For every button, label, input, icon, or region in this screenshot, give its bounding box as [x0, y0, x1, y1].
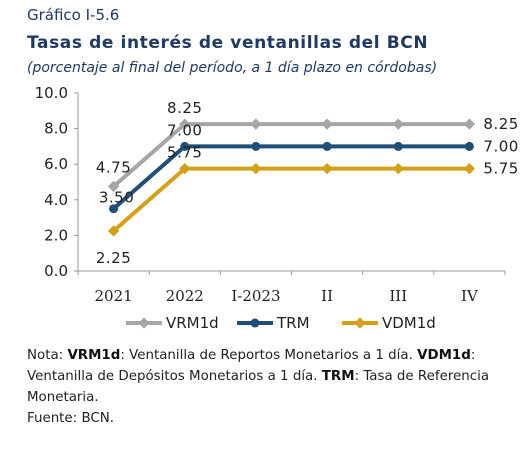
y-tick-label: 6.0 — [44, 155, 68, 173]
legend-marker — [250, 318, 260, 328]
data-point — [321, 118, 333, 130]
data-point — [393, 141, 403, 151]
y-tick-label: 8.0 — [44, 120, 68, 138]
y-tick-label: 10.0 — [35, 84, 68, 102]
data-point — [250, 118, 262, 130]
note-trm-abbr: TRM — [321, 369, 355, 384]
chart-number: Gráfico I-5.6 — [27, 6, 120, 24]
legend-label: TRM — [276, 314, 310, 332]
legend-label: VRM1d — [166, 314, 219, 332]
note-vdm-text: : Ventanilla de Depósitos Monetarios a 1… — [27, 348, 476, 384]
data-point — [392, 162, 404, 175]
x-tick-label: 2021 — [94, 287, 132, 305]
data-point — [463, 118, 476, 130]
data-label: 8.25 — [167, 99, 202, 117]
data-point — [322, 141, 332, 151]
data-point — [109, 204, 119, 214]
note-trm-text: : Tasa de Referencia Monetaria. — [27, 369, 490, 405]
legend-marker — [354, 317, 366, 329]
data-label: 3.50 — [99, 189, 134, 207]
data-label: 2.25 — [96, 249, 131, 267]
chart-title: Tasas de interés de ventanillas del BCN — [27, 33, 429, 53]
data-point — [392, 118, 404, 130]
series-line-trm — [111, 144, 472, 211]
chart-subtitle: (porcentaje al final del período, a 1 dí… — [27, 60, 438, 76]
x-tick-label: III — [389, 287, 407, 305]
note-definitions: Nota: VRM1d: Ventanilla de Reportos Mone… — [27, 345, 507, 408]
data-point — [321, 162, 333, 175]
series-line-vrm1d — [111, 122, 472, 189]
data-point — [463, 162, 476, 175]
data-label: 7.00 — [167, 121, 202, 139]
data-label: 8.25 — [483, 115, 518, 133]
note-vrm-abbr: VRM1d — [67, 348, 121, 363]
note-vrm-text: : Ventanilla de Reportos Monetarios a 1 … — [120, 348, 418, 363]
legend-label: VDM1d — [382, 314, 436, 332]
y-tick-label: 4.0 — [44, 191, 68, 209]
data-point — [180, 141, 190, 151]
x-tick-label: II — [321, 287, 333, 305]
note-source: Fuente: BCN. — [27, 411, 115, 426]
data-point — [464, 141, 474, 151]
x-tick-label: 2022 — [166, 287, 204, 305]
data-label: 7.00 — [483, 137, 518, 155]
x-tick-label: I-2023 — [231, 287, 280, 305]
data-label: 5.75 — [483, 160, 518, 178]
legend-marker — [138, 317, 150, 329]
data-point — [179, 162, 191, 175]
y-tick-label: 0.0 — [44, 262, 68, 280]
x-tick-label: IV — [461, 287, 479, 305]
note-vdm-abbr: VDM1d — [417, 348, 471, 363]
y-tick-label: 2.0 — [44, 226, 68, 244]
data-label: 4.75 — [96, 158, 131, 176]
chart-notes: Nota: VRM1d: Ventanilla de Reportos Mone… — [27, 345, 507, 429]
data-point — [250, 162, 262, 175]
series-line-vdm1d — [111, 166, 472, 233]
data-point — [251, 141, 261, 151]
data-label: 5.75 — [167, 144, 202, 162]
note-prefix: Nota: — [27, 348, 68, 363]
